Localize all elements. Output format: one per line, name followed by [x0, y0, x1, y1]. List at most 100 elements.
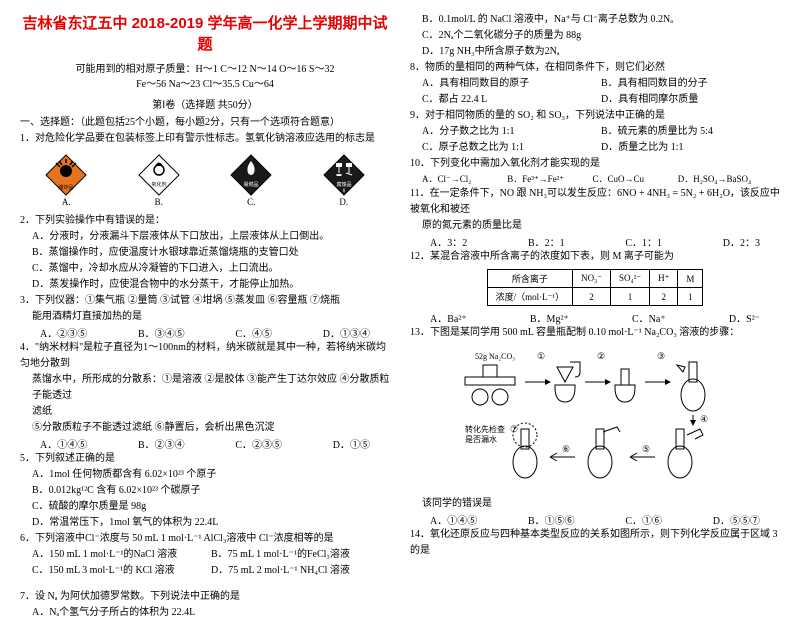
- explosive-icon: 爆炸品: [44, 153, 88, 197]
- q9-stem: 9．对于相同物质的量的 SO₂ 和 SO₃，下列说法中正确的是: [410, 108, 780, 124]
- q3-sub: 能用酒精灯直接加热的是: [20, 309, 390, 325]
- q8-row1: A．具有相同数目的原子 B．具有相同数目的分子: [410, 76, 780, 92]
- th-4: M: [678, 270, 703, 288]
- q8-b: B．具有相同数目的分子: [601, 76, 780, 92]
- q8-row2: C．都占 22.4 L D．具有相同摩尔质量: [410, 92, 780, 108]
- q11-c: C．1：1: [625, 234, 662, 249]
- q3-options: A．②③⑤ B．③④⑤ C．④⑤ D．①③④: [20, 325, 390, 340]
- q7-b: B．0.1mol/L 的 NaCl 溶液中，Na⁺与 Cl⁻离子总数为 0.2N…: [410, 12, 780, 28]
- td-0: 浓度/（mol·L⁻¹）: [487, 288, 572, 306]
- q3-a: A．②③⑤: [40, 325, 87, 340]
- q10-d: D．H₂SO₄→BaSO₄: [678, 172, 780, 186]
- q9-row2: C．原子总数之比为 1:1 D．质量之比为 1:1: [410, 140, 780, 156]
- th-2: SO₄²⁻: [610, 270, 649, 288]
- q6-a: A．150 mL 1 mol·L⁻¹的NaCl 溶液: [20, 547, 211, 563]
- q11-stem: 11．在一定条件下，NO 跟 NH₃可以发生反应：6NO + 4NH₃ = 5N…: [410, 186, 780, 218]
- q12-options: A．Ba²⁺ B．Mg²⁺ C．Na⁺ D．S²⁻: [410, 310, 780, 325]
- svg-text:腐蚀品: 腐蚀品: [336, 181, 351, 188]
- q13-a: A．①④⑤: [430, 512, 477, 527]
- left-column: 吉林省东辽五中 2018-2019 学年高一化学上学期期中试题 可能用到的相对原…: [20, 12, 390, 553]
- q12-b: B．Mg²⁺: [530, 310, 569, 325]
- exam-title: 吉林省东辽五中 2018-2019 学年高一化学上学期期中试题: [20, 12, 390, 54]
- q1-stem: 1．对危险化学品要在包装标签上印有警示性标志。氢氧化钠溶液应选用的标志是: [20, 131, 390, 147]
- q5-stem: 5．下列叙述正确的是: [20, 451, 390, 467]
- q7-a: A．Nₐ个氢气分子所占的体积为 22.4L: [20, 605, 390, 621]
- opt-b-label: B.: [155, 197, 163, 207]
- q5-b: B．0.012kg¹²C 含有 6.02×10²³ 个碳原子: [20, 483, 390, 499]
- svg-text:①: ①: [537, 351, 545, 361]
- q12-c: C．Na⁺: [632, 310, 666, 325]
- svg-text:②: ②: [597, 351, 605, 361]
- svg-text:④: ④: [700, 414, 708, 424]
- q10-b: B．Fe³⁺→Fe²⁺: [507, 172, 592, 186]
- q2-stem: 2．下列实验操作中有错误的是：: [20, 213, 390, 229]
- q13-b: B．①⑤⑥: [528, 512, 575, 527]
- q8-c: C．都占 22.4 L: [410, 92, 601, 108]
- q5-a: A．1mol 任何物质都含有 6.02×10²³ 个原子: [20, 467, 390, 483]
- opt-c-label: C.: [247, 197, 255, 207]
- q3-d: D．①③④: [323, 325, 370, 340]
- svg-text:是否漏水: 是否漏水: [465, 434, 497, 444]
- q3-stem: 3．下列仪器：①集气瓶 ②量筒 ③试管 ④坩埚 ⑤蒸发皿 ⑥容量瓶 ⑦烧瓶: [20, 293, 390, 309]
- q9-d: D．质量之比为 1:1: [601, 140, 780, 156]
- q13-stem: 13．下图是某同学用 500 mL 容量瓶配制 0.10 mol·L⁻¹ Na₂…: [410, 325, 780, 341]
- right-column: B．0.1mol/L 的 NaCl 溶液中，Na⁺与 Cl⁻离子总数为 0.2N…: [410, 12, 780, 553]
- q13-c: C．①⑥: [625, 512, 662, 527]
- sign-c: 易燃品 C.: [229, 153, 273, 207]
- part1-header: 第Ⅰ卷（选择题 共50分）: [20, 96, 390, 111]
- q6-row1: A．150 mL 1 mol·L⁻¹的NaCl 溶液 B．75 mL 1 mol…: [20, 547, 390, 563]
- procedure-diagram-icon: 52g Na₂CO₃ ① ② ③ 转化先检查 是否漏水 ④: [445, 347, 745, 487]
- q7-d: D．17g NH₃中所含原子数为2Nₐ: [410, 44, 780, 60]
- q12-d: D．S²⁻: [729, 310, 760, 325]
- svg-text:易燃品: 易燃品: [244, 181, 259, 188]
- q5-c: C．硫酸的摩尔质量是 98g: [20, 499, 390, 515]
- flammable-icon: 易燃品: [229, 153, 273, 197]
- td-4: 1: [678, 288, 703, 306]
- svg-text:转化先检查: 转化先检查: [465, 424, 505, 434]
- q10-a: A．Cl⁻→Cl₂: [410, 172, 507, 186]
- q8-a: A．具有相同数目的原子: [410, 76, 601, 92]
- q10-stem: 10．下列变化中需加入氧化剂才能实现的是: [410, 156, 780, 172]
- q4-sub3: ⑤分散质粒子不能透过滤纸 ⑥静置后，会析出黑色沉淀: [20, 420, 390, 436]
- q4-b: B．②③④: [138, 436, 185, 451]
- td-2: 1: [610, 288, 649, 306]
- svg-text:爆炸品: 爆炸品: [59, 184, 74, 191]
- q6-d: D．75 mL 2 mol·L⁻¹ NH₄Cl 溶液: [211, 563, 390, 579]
- q9-row1: A．分子数之比为 1:1 B．硫元素的质量比为 5:4: [410, 124, 780, 140]
- q4-a: A．①④⑤: [40, 436, 87, 451]
- q3-c: C．④⑤: [235, 325, 272, 340]
- svg-text:⑤: ⑤: [642, 444, 650, 454]
- corrosive-icon: 腐蚀品8: [322, 153, 366, 197]
- svg-text:52g Na₂CO₃: 52g Na₂CO₃: [475, 352, 515, 361]
- sign-b: 氧化剂 B.: [137, 153, 181, 207]
- q13-diagram: 52g Na₂CO₃ ① ② ③ 转化先检查 是否漏水 ④: [410, 347, 780, 490]
- th-0: 所含离子: [487, 270, 572, 288]
- atomic-masses-2: Fe～56 Na～23 Cl～35.5 Cu～64: [20, 77, 390, 92]
- hazard-signs-row: 爆炸品 A. 氧化剂 B. 易燃品 C. 腐蚀品8 D.: [20, 153, 390, 207]
- td-3: 2: [650, 288, 678, 306]
- q2-b: B．蒸馏操作时，应使温度计水银球靠近蒸馏烧瓶的支管口处: [20, 245, 390, 261]
- q2-a: A．分液时，分液漏斗下层液体从下口放出，上层液体从上口倒出。: [20, 229, 390, 245]
- q4-c: C．②③⑤: [235, 436, 282, 451]
- q12-a: A．Ba²⁺: [430, 310, 467, 325]
- q14-stem: 14．氧化还原反应与四种基本类型反应的关系如图所示，则下列化学反应属于区域 3 …: [410, 527, 780, 559]
- q11-sub: 原的氮元素的质量比是: [410, 218, 780, 234]
- q13-d: D．⑤⑤⑦: [713, 512, 760, 527]
- q6-c: C．150 mL 3 mol·L⁻¹的 KCl 溶液: [20, 563, 211, 579]
- q3-b: B．③④⑤: [138, 325, 185, 340]
- sign-d: 腐蚀品8 D.: [322, 153, 366, 207]
- th-1: NO₃⁻: [573, 270, 611, 288]
- q9-c: C．原子总数之比为 1:1: [410, 140, 601, 156]
- q4-d: D．①⑤: [333, 436, 370, 451]
- q10-c: C．CuO→Cu: [592, 172, 677, 186]
- q12-stem: 12．某混合溶液中所含离子的浓度如下表，则 M 离子可能为: [410, 249, 780, 265]
- q8-stem: 8．物质的量相同的两种气体，在相同条件下，则它们必然: [410, 60, 780, 76]
- q2-c: C．蒸馏中，冷却水应从冷凝管的下口进入，上口流出。: [20, 261, 390, 277]
- oxidizer-icon: 氧化剂: [137, 153, 181, 197]
- q9-b: B．硫元素的质量比为 5:4: [601, 124, 780, 140]
- q4-sub2: 滤纸: [20, 404, 390, 420]
- opt-d-label: D.: [339, 197, 348, 207]
- q11-a: A．3：2: [430, 234, 467, 249]
- q13-sub: 该同学的错误是: [410, 496, 780, 512]
- svg-text:⑦: ⑦: [510, 424, 518, 434]
